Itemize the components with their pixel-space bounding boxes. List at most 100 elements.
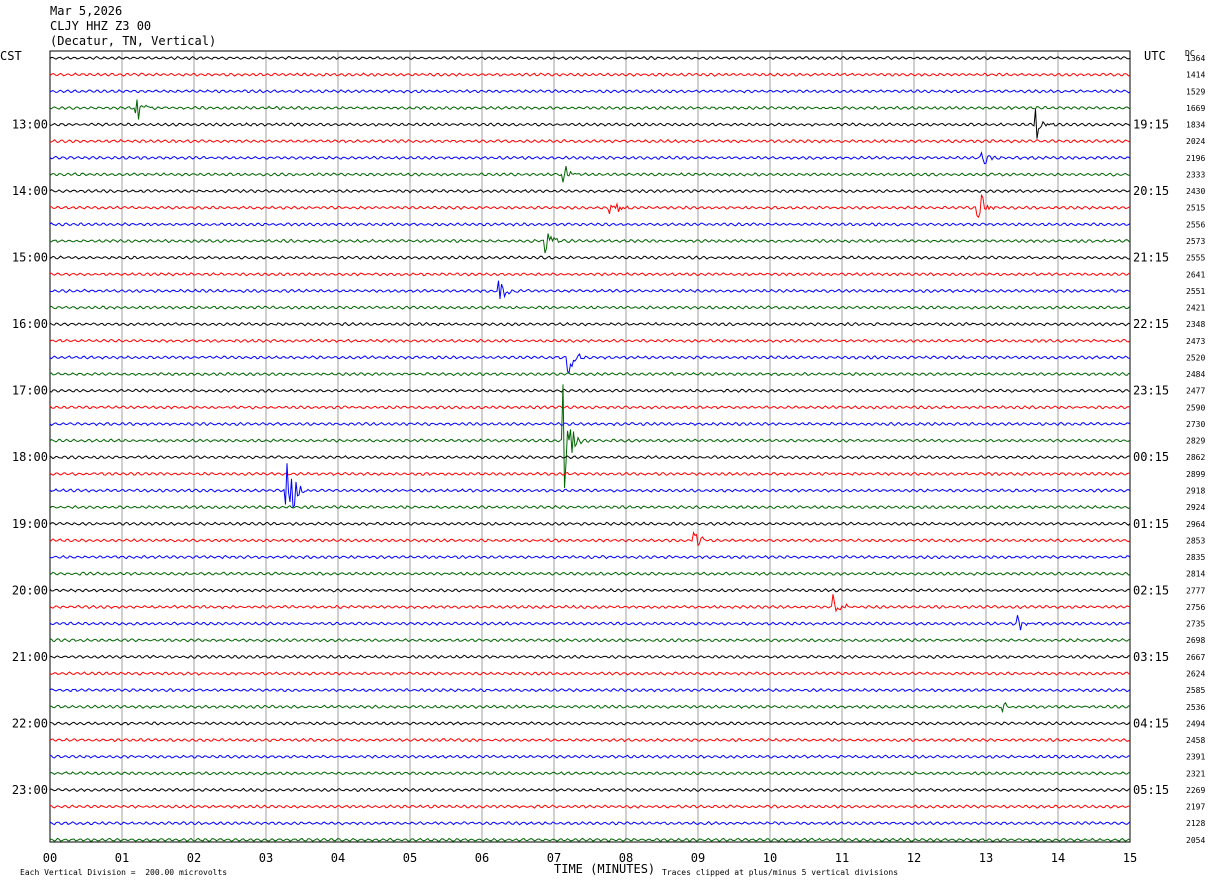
dc-offset-label: 2590 bbox=[1186, 403, 1205, 412]
utc-hour-label: 23:15 bbox=[1133, 384, 1169, 398]
dc-offset-label: 2730 bbox=[1186, 420, 1205, 429]
trace-line bbox=[49, 405, 1131, 410]
scale-note: Each Vertical Division = 200.00 microvol… bbox=[20, 868, 228, 877]
trace-line bbox=[50, 272, 1131, 277]
utc-hour-label: 02:15 bbox=[1133, 583, 1169, 597]
trace-line bbox=[49, 55, 1131, 61]
dc-offset-label: 2196 bbox=[1186, 154, 1205, 163]
x-tick-label: 14 bbox=[1051, 851, 1065, 865]
trace-line bbox=[49, 72, 1131, 77]
cst-hour-label: 23:00 bbox=[12, 783, 48, 797]
cst-hour-label: 19:00 bbox=[12, 517, 48, 531]
trace-line bbox=[49, 151, 1131, 165]
utc-hour-label: 05:15 bbox=[1133, 783, 1169, 797]
x-axis-label: TIME (MINUTES) bbox=[554, 862, 656, 876]
trace-line bbox=[49, 321, 1131, 327]
x-tick-label: 11 bbox=[835, 851, 849, 865]
trace-line bbox=[49, 615, 1131, 631]
trace-line bbox=[49, 687, 1131, 693]
dc-offset-label: 2430 bbox=[1186, 187, 1205, 196]
trace-line bbox=[49, 194, 1131, 218]
dc-offset-label: 2964 bbox=[1186, 520, 1205, 529]
x-tick-label: 10 bbox=[763, 851, 777, 865]
dc-offset-label: 2918 bbox=[1186, 487, 1205, 496]
x-tick-label: 02 bbox=[187, 851, 201, 865]
trace-line bbox=[49, 455, 1131, 460]
trace-line bbox=[49, 588, 1131, 593]
dc-offset-label: 2624 bbox=[1186, 669, 1205, 678]
x-tick-label: 06 bbox=[475, 851, 489, 865]
dc-offset-label: 2862 bbox=[1186, 453, 1205, 462]
trace-line bbox=[50, 787, 1131, 793]
trace-line bbox=[49, 701, 1131, 714]
trace-line bbox=[49, 338, 1131, 344]
dc-offset-label: 2899 bbox=[1186, 470, 1205, 479]
dc-offset-label: 2829 bbox=[1186, 437, 1205, 446]
dc-offset-label: 2585 bbox=[1186, 686, 1205, 695]
utc-hour-label: 21:15 bbox=[1133, 251, 1169, 265]
x-tick-label: 05 bbox=[403, 851, 417, 865]
trace-line bbox=[49, 471, 1131, 477]
cst-hour-label: 13:00 bbox=[12, 118, 48, 132]
dc-offset-label: 1669 bbox=[1186, 104, 1205, 113]
dc-offset-label: 2473 bbox=[1186, 337, 1205, 346]
trace-line bbox=[49, 421, 1131, 427]
cst-label: CST bbox=[0, 49, 22, 63]
trace-line bbox=[49, 463, 1131, 509]
dc-offset-label: 2536 bbox=[1186, 703, 1205, 712]
dc-offset-label: 2555 bbox=[1186, 254, 1205, 263]
trace-line bbox=[49, 638, 1131, 643]
trace-line bbox=[49, 554, 1131, 560]
x-tick-label: 03 bbox=[259, 851, 273, 865]
x-tick-label: 07 bbox=[547, 851, 561, 865]
header-location: (Decatur, TN, Vertical) bbox=[50, 34, 217, 48]
dc-offset-label: 2777 bbox=[1186, 586, 1205, 595]
dc-offset-label: 1529 bbox=[1186, 87, 1205, 96]
dc-offset-label: 2484 bbox=[1186, 370, 1205, 379]
dc-offset-label: 2477 bbox=[1186, 387, 1205, 396]
trace-line bbox=[49, 305, 1131, 310]
dc-offset-label: 1364 bbox=[1186, 54, 1205, 63]
trace-line bbox=[49, 754, 1131, 759]
trace-line bbox=[49, 109, 1131, 139]
header-date: Mar 5,2026 bbox=[50, 4, 123, 18]
dc-offset-label: 2321 bbox=[1186, 769, 1205, 778]
cst-hour-label: 14:00 bbox=[12, 184, 48, 198]
trace-line bbox=[49, 804, 1131, 809]
dc-offset-label: 2735 bbox=[1186, 620, 1205, 629]
dc-offset-label: 2924 bbox=[1186, 503, 1205, 512]
trace-line bbox=[49, 138, 1131, 144]
dc-offset-label: 2024 bbox=[1186, 137, 1205, 146]
utc-hour-label: 20:15 bbox=[1133, 184, 1169, 198]
dc-offset-label: 2458 bbox=[1186, 736, 1205, 745]
x-tick-label: 09 bbox=[691, 851, 705, 865]
cst-hour-label: 22:00 bbox=[12, 716, 48, 730]
cst-hour-label: 17:00 bbox=[12, 384, 48, 398]
cst-hour-label: 21:00 bbox=[12, 650, 48, 664]
dc-offset-label: 2853 bbox=[1186, 536, 1205, 545]
trace-line bbox=[49, 352, 1131, 375]
trace-line bbox=[49, 721, 1131, 726]
dc-offset-label: 1834 bbox=[1186, 121, 1205, 130]
dc-offset-label: 2348 bbox=[1186, 320, 1205, 329]
trace-line bbox=[49, 388, 1131, 393]
dc-offset-label: 2698 bbox=[1186, 636, 1205, 645]
dc-offset-label: 2269 bbox=[1186, 786, 1205, 795]
trace-line bbox=[49, 737, 1131, 743]
dc-label: DC bbox=[1185, 49, 1195, 58]
dc-offset-label: 2391 bbox=[1186, 753, 1205, 762]
utc-hour-label: 00:15 bbox=[1133, 450, 1169, 464]
utc-hour-label: 01:15 bbox=[1133, 517, 1169, 531]
cst-hour-label: 16:00 bbox=[12, 317, 48, 331]
clip-note: Traces clipped at plus/minus 5 vertical … bbox=[662, 868, 899, 877]
trace-line bbox=[49, 88, 1131, 94]
dc-offset-label: 2054 bbox=[1186, 836, 1205, 845]
utc-hour-label: 03:15 bbox=[1133, 650, 1169, 664]
x-tick-label: 08 bbox=[619, 851, 633, 865]
dc-offset-label: 2520 bbox=[1186, 353, 1205, 362]
dc-offset-label: 2128 bbox=[1186, 819, 1205, 828]
utc-label: UTC bbox=[1144, 49, 1166, 63]
x-tick-label: 13 bbox=[979, 851, 993, 865]
trace-line bbox=[49, 504, 1131, 510]
trace-line bbox=[49, 384, 1131, 488]
